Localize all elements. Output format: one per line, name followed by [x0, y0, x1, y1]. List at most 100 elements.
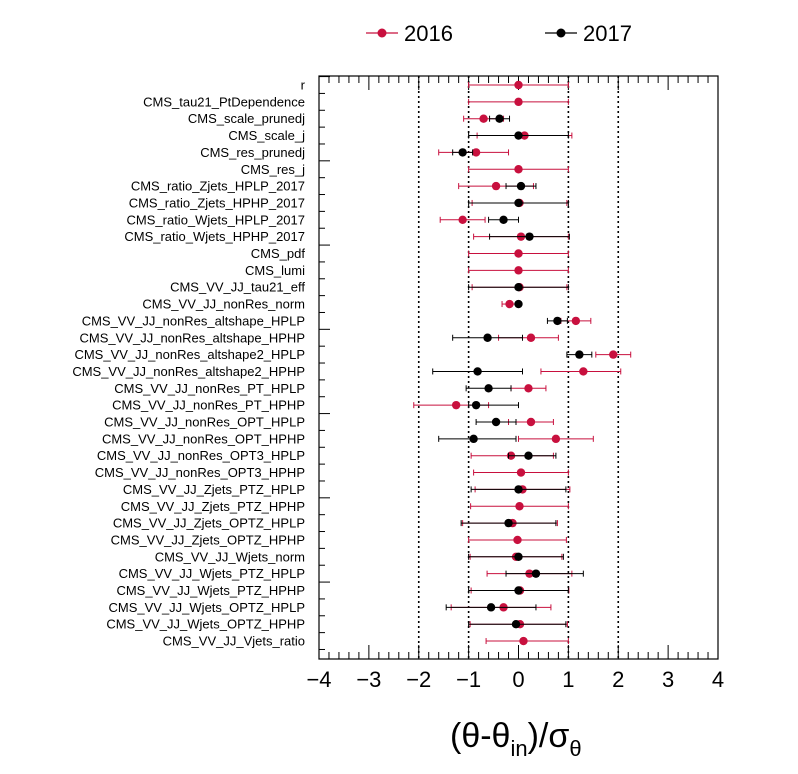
nuisance-label: r [301, 78, 306, 93]
x-tick-label: 0 [512, 667, 524, 692]
nuisance-label: CMS_ratio_Wjets_HPHP_2017 [124, 229, 305, 244]
nuisance-label: CMS_VV_JJ_Zjets_PTZ_HPLP [123, 482, 305, 497]
nuisance-label: CMS_VV_JJ_nonRes_OPT3_HPHP [95, 465, 305, 480]
data-point [471, 400, 481, 410]
data-point [514, 266, 523, 275]
reference-lines [417, 76, 620, 659]
data-point [513, 535, 522, 545]
legend-marker-2017 [556, 28, 566, 38]
nuisance-label: CMS_VV_JJ_nonRes_PT_HPHP [112, 398, 305, 413]
data-point [479, 114, 488, 123]
data-point [524, 384, 533, 393]
nuisance-label: CMS_VV_JJ_Wjets_OPTZ_HPHP [106, 617, 305, 632]
nuisance-label: CMS_VV_JJ_nonRes_altshape_HPLP [82, 313, 305, 328]
data-point [499, 215, 508, 224]
data-point [514, 165, 523, 174]
nuisance-label: CMS_VV_JJ_Wjets_PTZ_HPLP [119, 566, 305, 581]
nuisance-label: CMS_VV_JJ_Zjets_PTZ_HPHP [121, 499, 305, 514]
x-tick-labels: −4 −3 −2 −1 0 1 2 3 4 [306, 667, 724, 692]
x-tick-label: −2 [406, 667, 431, 692]
nuisance-label: CMS_VV_JJ_Wjets_norm [155, 549, 305, 564]
data-point [486, 603, 496, 612]
data-point [514, 249, 523, 258]
nuisance-label: CMS_VV_JJ_nonRes_altshape2_HPHP [72, 364, 305, 379]
nuisance-label: CMS_VV_JJ_Wjets_PTZ_HPHP [116, 583, 305, 598]
series-2016 [413, 80, 632, 646]
x-axis-title-part-open: (θ-θ [450, 717, 510, 755]
nuisance-label: CMS_ratio_Zjets_HPHP_2017 [129, 195, 305, 210]
nuisance-label: CMS_lumi [245, 263, 305, 278]
data-point [514, 586, 523, 595]
x-tick-label: 1 [562, 667, 574, 692]
data-point [551, 434, 561, 444]
nuisance-label: CMS_pdf [251, 246, 306, 261]
data-point [524, 451, 533, 460]
data-point [514, 299, 523, 309]
x-axis-title-sub-theta: θ [569, 736, 581, 761]
x-tick-label: 4 [712, 667, 724, 692]
data-point [571, 316, 581, 326]
data-point [511, 620, 521, 629]
plot-frame [318, 75, 719, 660]
data-point [484, 384, 493, 393]
nuisance-label: CMS_VV_JJ_Vjets_ratio [163, 634, 305, 649]
data-point [515, 502, 524, 511]
data-point [526, 333, 536, 342]
legend-label-2017: 2017 [583, 21, 632, 46]
nuisance-label: CMS_VV_JJ_Zjets_OPTZ_HPLP [113, 516, 305, 531]
legend-label-2016: 2016 [404, 21, 453, 46]
data-point [491, 181, 501, 191]
data-point [458, 148, 467, 157]
legend-marker-2016 [377, 28, 387, 38]
x-tick-label: −4 [306, 667, 331, 692]
nuisance-label: CMS_VV_JJ_nonRes_PT_HPLP [114, 381, 305, 396]
legend-entry-2017: 2017 [545, 21, 632, 46]
nuisance-label: CMS_VV_JJ_Wjets_OPTZ_HPLP [108, 600, 305, 615]
data-point [516, 468, 526, 477]
data-point [471, 148, 481, 157]
nuisance-label: CMS_res_j [241, 162, 305, 177]
data-point [504, 518, 513, 528]
series-2017 [432, 114, 593, 629]
data-point [491, 417, 501, 427]
data-point [514, 80, 523, 90]
nuisance-label: CMS_VV_JJ_tau21_eff [170, 280, 305, 295]
data-point [609, 350, 618, 359]
x-tick-label: −3 [356, 667, 381, 692]
data-point [525, 232, 534, 241]
nuisance-label: CMS_VV_JJ_Zjets_OPTZ_HPHP [111, 532, 305, 547]
data-point [514, 552, 523, 561]
data-point [514, 198, 523, 208]
nuisance-label: CMS_VV_JJ_nonRes_norm [142, 297, 305, 312]
axis-ticks [318, 76, 719, 659]
nuisance-label: CMS_VV_JJ_nonRes_altshape_HPHP [80, 330, 305, 345]
x-tick-label: 2 [612, 667, 624, 692]
data-point [505, 299, 514, 309]
data-point [514, 485, 523, 494]
data-point [483, 333, 492, 342]
legend: 2016 2017 [366, 21, 632, 46]
data-points [413, 80, 632, 646]
data-point [469, 434, 478, 444]
nuisance-label: CMS_scale_j [228, 128, 305, 143]
nuisance-label: CMS_tau21_PtDependence [143, 94, 305, 109]
legend-entry-2016: 2016 [366, 21, 453, 46]
nuisance-label: CMS_ratio_Zjets_HPLP_2017 [131, 179, 305, 194]
data-point [451, 400, 461, 410]
x-tick-label: −1 [456, 667, 481, 692]
nuisance-label: CMS_res_prunedj [200, 145, 305, 160]
plot-area-border [318, 75, 719, 660]
data-point [519, 636, 528, 646]
data-point [473, 367, 482, 376]
nuisance-label: CMS_scale_prunedj [188, 111, 305, 126]
nuisance-label: CMS_ratio_Wjets_HPLP_2017 [127, 212, 305, 227]
x-axis-title-part-mid: )/σ [528, 717, 570, 755]
nuisance-label: CMS_VV_JJ_nonRes_OPT_HPHP [102, 431, 305, 446]
data-point [514, 97, 523, 107]
data-point [495, 114, 504, 123]
x-axis-title: (θ-θin)/σθ [450, 717, 582, 761]
data-point [516, 181, 526, 191]
data-point [514, 131, 523, 140]
